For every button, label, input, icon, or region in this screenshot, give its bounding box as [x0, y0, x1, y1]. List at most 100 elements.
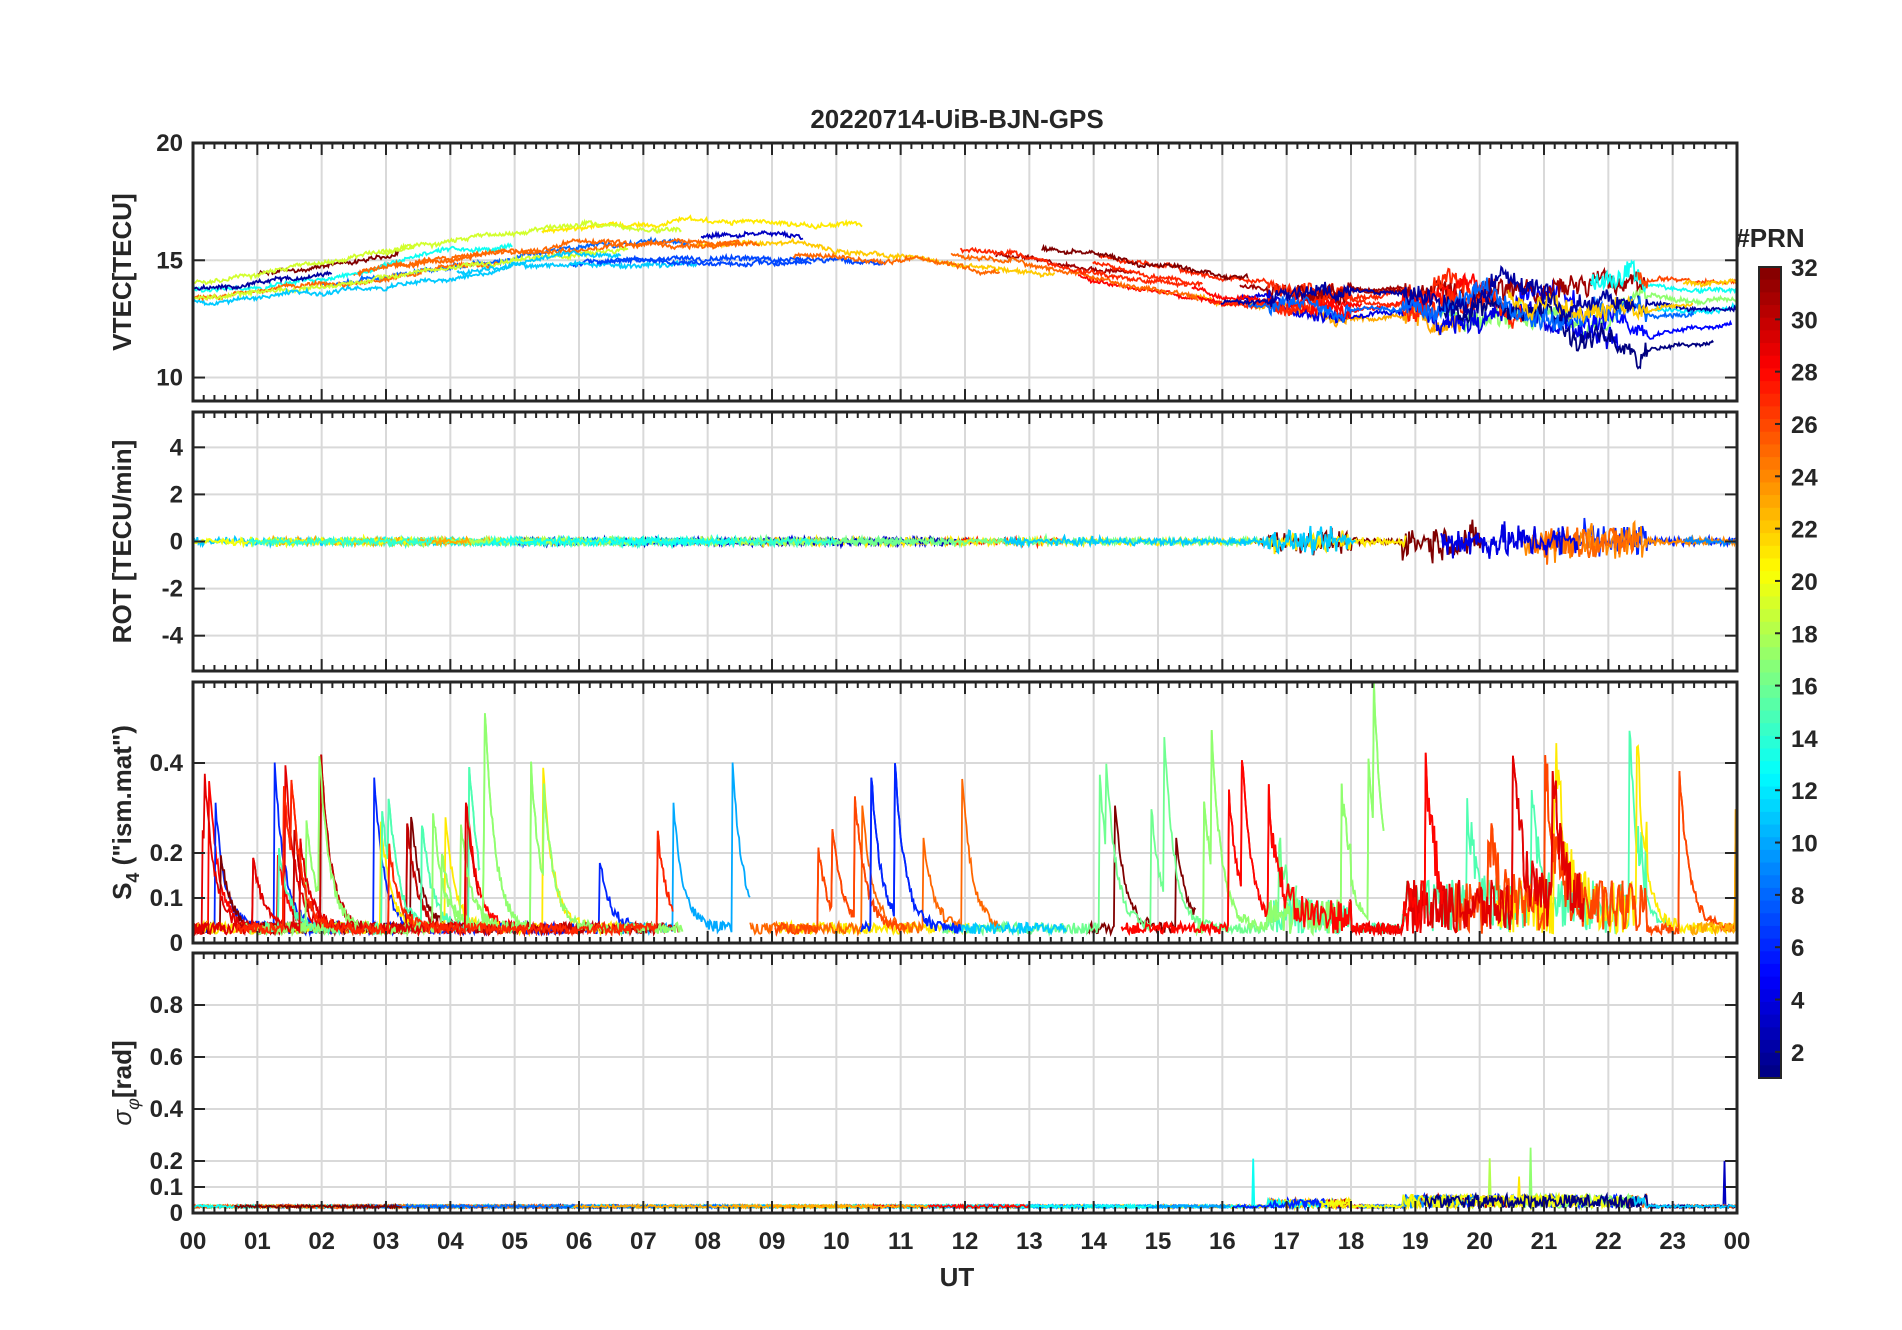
- y-tick-label: 0.4: [150, 750, 184, 777]
- prn-line: [1120, 752, 1444, 938]
- prn-line: [193, 533, 415, 549]
- colorbar-segment: [1759, 368, 1781, 382]
- colorbar-segment: [1759, 1027, 1781, 1041]
- x-axis: 00 01 02 03 04 05 06 07 08 09 10 11 12 13 14 15 16 17 18 19…: [180, 1228, 1751, 1255]
- colorbar-segment: [1759, 558, 1781, 572]
- colorbar-tick-label: 6: [1791, 935, 1804, 962]
- colorbar-segment: [1759, 723, 1781, 737]
- colorbar-tick-label: 26: [1791, 412, 1818, 439]
- x-tick-label: 20: [1466, 1228, 1493, 1255]
- prn-line: [1589, 259, 1737, 295]
- colorbar-segment: [1759, 1039, 1781, 1054]
- colorbar-segment: [1759, 609, 1781, 623]
- colorbar-segment: [1759, 267, 1781, 281]
- prn-line: [774, 796, 908, 937]
- colorbar-segment: [1759, 875, 1781, 889]
- x-tick-label: 00: [1724, 1228, 1751, 1255]
- x-tick-label: 15: [1145, 1228, 1172, 1255]
- prn-line: [868, 1202, 1030, 1210]
- y-tick-label: 0.8: [150, 992, 183, 1019]
- colorbar-segment: [1759, 799, 1781, 813]
- colorbar-segment: [1759, 507, 1781, 522]
- prn-line: [378, 218, 682, 256]
- colorbar-tick-label: 32: [1791, 255, 1818, 282]
- prn-line: [1689, 809, 1737, 937]
- colorbar-segment: [1759, 393, 1781, 407]
- colorbar-segment: [1759, 621, 1781, 636]
- colorbar-tick-label: 8: [1791, 883, 1804, 910]
- prn-line: [1654, 301, 1737, 316]
- colorbar-segment: [1759, 343, 1781, 357]
- x-tick-label: 23: [1659, 1228, 1686, 1255]
- colorbar-segment: [1759, 824, 1781, 838]
- colorbar-tick-label: 4: [1791, 988, 1805, 1015]
- prn-line: [1085, 805, 1197, 937]
- prn-line: [1637, 295, 1737, 316]
- colorbar-segment: [1759, 545, 1781, 560]
- prn-line: [1191, 271, 1484, 320]
- colorbar-segment: [1759, 292, 1781, 306]
- prn-line: [859, 763, 962, 934]
- prn-line: [700, 229, 804, 240]
- colorbar-segment: [1759, 748, 1781, 762]
- x-axis-label: UT: [940, 1262, 975, 1292]
- colorbar-segment: [1759, 279, 1781, 293]
- chart-title: 20220714-UiB-BJN-GPS: [810, 104, 1103, 134]
- y-tick-label: 2: [170, 481, 183, 508]
- y-tick-label: 4: [170, 434, 184, 461]
- prn-line: [193, 250, 622, 307]
- x-tick-label: 17: [1273, 1228, 1300, 1255]
- prn-line: [1041, 243, 1249, 282]
- prn-line: [942, 737, 1298, 937]
- colorbar-segment: [1759, 355, 1781, 369]
- y-tick-label: 0.4: [150, 1096, 184, 1123]
- prn-line: [193, 242, 513, 293]
- prn-line: [1247, 277, 1695, 332]
- colorbar-segment: [1759, 659, 1781, 674]
- y-axis-label-s4: S4 ("ism.mat"): [107, 725, 143, 900]
- x-tick-label: 13: [1016, 1228, 1043, 1255]
- panel-sigma: 00.10.2 0.4 0.6 0.8 σφ[rad]: [107, 951, 1739, 1227]
- prn-line: [1532, 526, 1640, 565]
- prn-line: [357, 237, 741, 277]
- prn-line: [1682, 278, 1737, 288]
- colorbar-segment: [1759, 925, 1781, 940]
- y-tick-label: 0.6: [150, 1044, 183, 1071]
- x-tick-label: 11: [888, 1228, 913, 1255]
- x-tick-label: 05: [501, 1228, 528, 1255]
- colorbar-segment: [1759, 697, 1781, 712]
- y-tick-label: -2: [162, 576, 183, 603]
- colorbar-segment: [1759, 849, 1781, 864]
- colorbar-segment: [1759, 811, 1781, 826]
- colorbar-segment: [1759, 672, 1781, 686]
- colorbar-segment: [1759, 989, 1781, 1003]
- colorbar-segment: [1759, 634, 1781, 648]
- prn-line: [1194, 682, 1385, 937]
- colorbar-segment: [1759, 710, 1781, 724]
- prn-line: [1443, 293, 1714, 370]
- x-tick-label: 01: [244, 1228, 271, 1255]
- x-tick-label: 04: [437, 1228, 464, 1255]
- colorbar-segment: [1759, 305, 1781, 319]
- prn-line: [235, 779, 674, 937]
- colorbar-segment: [1759, 596, 1781, 610]
- colorbar-tick-label: 12: [1791, 778, 1818, 805]
- colorbar-segment: [1759, 457, 1781, 471]
- prn-line: [193, 242, 416, 286]
- x-tick-label: 10: [823, 1228, 850, 1255]
- colorbar-segment: [1759, 963, 1781, 978]
- x-tick-label: 14: [1080, 1228, 1107, 1255]
- y-axis-label-vtec: VTEC[TECU]: [107, 193, 137, 350]
- panel-vtec: 10 15 20 VTEC[TECU]: [107, 130, 1739, 403]
- colorbar-tick-label: 16: [1791, 674, 1818, 701]
- prn-line: [596, 256, 812, 268]
- colorbar-segment: [1759, 533, 1781, 547]
- prn-line: [193, 270, 333, 293]
- prn-line: [1092, 260, 1203, 288]
- x-tick-label: 09: [759, 1228, 786, 1255]
- colorbar-segment: [1759, 913, 1781, 927]
- colorbar-segment: [1759, 773, 1781, 788]
- colorbar-segment: [1759, 887, 1781, 902]
- colorbar-segment: [1759, 837, 1781, 851]
